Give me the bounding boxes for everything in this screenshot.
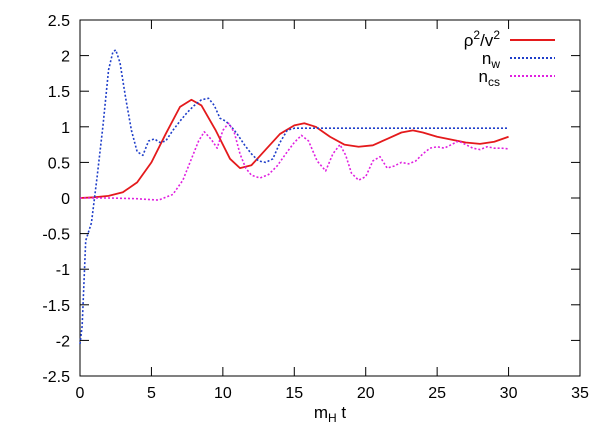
- series-line-rho: [79, 98, 509, 199]
- x-tick-label: 20: [357, 385, 375, 402]
- series-lines: [79, 49, 509, 345]
- y-tick-label: -2.5: [42, 369, 70, 386]
- legend-label-nw: nw: [482, 49, 500, 71]
- y-tick-label: 2: [61, 49, 70, 66]
- y-tick-label: -1.5: [42, 298, 70, 315]
- legend: ρ2/v2 nw ncs: [464, 28, 555, 89]
- y-tick-label: 0: [61, 191, 70, 208]
- tick-labels: 0 5 10 15 20 25 30 35 -2.5 -2 -1.5 -1 -0.5 0 0.5 1 1.5 2 2…: [42, 13, 589, 402]
- y-tick-label: 0.5: [48, 155, 70, 172]
- y-tick-label: 1.5: [48, 84, 70, 101]
- x-tick-label: 15: [285, 385, 303, 402]
- y-tick-label: 1: [61, 120, 70, 137]
- series-line-nw: [79, 49, 509, 345]
- y-tick-label: -2: [56, 333, 70, 350]
- x-tick-label: 25: [428, 385, 446, 402]
- x-tick-label: 5: [147, 385, 156, 402]
- series-line-ncs: [80, 122, 509, 201]
- x-tick-label: 30: [500, 385, 518, 402]
- y-tick-label: -0.5: [42, 227, 70, 244]
- legend-label-ncs: ncs: [479, 67, 500, 89]
- y-tick-label: -1: [56, 262, 70, 279]
- x-tick-label: 0: [76, 385, 85, 402]
- axis-ticks: [79, 19, 581, 377]
- x-tick-label: 35: [571, 385, 589, 402]
- x-axis-title: mH t: [314, 403, 347, 425]
- legend-label-rho: ρ2/v2: [464, 28, 501, 50]
- x-tick-label: 10: [214, 385, 232, 402]
- plot-frame: [79, 19, 581, 377]
- y-tick-label: 2.5: [48, 13, 70, 30]
